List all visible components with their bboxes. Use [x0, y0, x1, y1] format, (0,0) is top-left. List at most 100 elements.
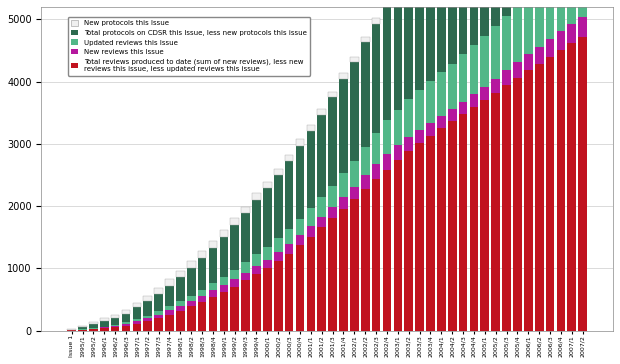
- Bar: [394, 145, 402, 160]
- Bar: [306, 226, 315, 237]
- Bar: [557, 50, 565, 331]
- Bar: [513, 78, 522, 331]
- Bar: [492, 93, 500, 331]
- Bar: [437, 72, 446, 116]
- Bar: [317, 198, 326, 217]
- Bar: [274, 175, 283, 238]
- Bar: [513, 6, 522, 62]
- Bar: [448, 109, 456, 121]
- Bar: [198, 296, 206, 302]
- Bar: [372, 17, 381, 24]
- Bar: [567, 24, 576, 43]
- Bar: [176, 306, 185, 311]
- Bar: [111, 318, 120, 325]
- Bar: [502, 86, 511, 331]
- Bar: [394, 0, 402, 110]
- Bar: [285, 161, 293, 229]
- Bar: [143, 301, 152, 316]
- Bar: [372, 24, 381, 133]
- Bar: [524, 54, 533, 71]
- Bar: [122, 326, 130, 331]
- Bar: [339, 197, 348, 209]
- Bar: [350, 57, 359, 62]
- Bar: [231, 225, 239, 270]
- Bar: [448, 0, 456, 64]
- Bar: [122, 323, 130, 324]
- Bar: [143, 321, 152, 331]
- Bar: [317, 109, 326, 115]
- Bar: [285, 155, 293, 161]
- Bar: [306, 131, 315, 209]
- Bar: [285, 254, 293, 331]
- Bar: [469, 94, 478, 107]
- Bar: [535, 47, 544, 64]
- Bar: [404, 0, 413, 99]
- Bar: [502, 71, 511, 86]
- Bar: [165, 286, 174, 306]
- Bar: [274, 169, 283, 175]
- Bar: [209, 284, 218, 290]
- Bar: [154, 314, 163, 318]
- Bar: [383, 170, 391, 331]
- Bar: [546, 39, 554, 57]
- Bar: [306, 209, 315, 226]
- Bar: [176, 277, 185, 301]
- Bar: [567, 43, 576, 331]
- Bar: [187, 296, 195, 301]
- Bar: [274, 252, 283, 261]
- Bar: [383, 154, 391, 170]
- Bar: [241, 207, 250, 213]
- Bar: [350, 187, 359, 199]
- Bar: [100, 327, 108, 328]
- Bar: [361, 43, 370, 147]
- Bar: [469, 0, 478, 45]
- Bar: [426, 136, 435, 331]
- Bar: [78, 327, 87, 329]
- Bar: [274, 261, 283, 331]
- Bar: [394, 160, 402, 331]
- Bar: [524, 71, 533, 331]
- Bar: [176, 301, 185, 306]
- Bar: [154, 311, 163, 314]
- Bar: [437, 0, 446, 72]
- Bar: [89, 324, 98, 328]
- Bar: [231, 218, 239, 225]
- Bar: [241, 273, 250, 280]
- Bar: [143, 316, 152, 318]
- Bar: [78, 330, 87, 331]
- Bar: [415, 90, 424, 130]
- Legend: New protocols this Issue, Total protocols on CDSR this Issue, less new protocols: New protocols this Issue, Total protocol…: [68, 17, 310, 75]
- Bar: [350, 199, 359, 331]
- Bar: [89, 328, 98, 329]
- Bar: [89, 323, 98, 324]
- Bar: [328, 218, 337, 331]
- Bar: [317, 217, 326, 228]
- Bar: [578, 0, 587, 17]
- Bar: [350, 62, 359, 161]
- Bar: [209, 248, 218, 284]
- Bar: [306, 237, 315, 331]
- Bar: [219, 230, 228, 237]
- Bar: [187, 268, 195, 296]
- Bar: [68, 329, 76, 330]
- Bar: [317, 115, 326, 198]
- Bar: [459, 102, 467, 114]
- Bar: [187, 261, 195, 268]
- Bar: [219, 237, 228, 277]
- Bar: [502, 16, 511, 71]
- Bar: [437, 116, 446, 128]
- Bar: [252, 274, 261, 331]
- Bar: [219, 277, 228, 285]
- Bar: [328, 97, 337, 186]
- Bar: [567, 0, 576, 24]
- Bar: [383, 6, 391, 120]
- Bar: [209, 297, 218, 331]
- Bar: [469, 45, 478, 94]
- Bar: [524, 0, 533, 54]
- Bar: [252, 254, 261, 266]
- Bar: [198, 290, 206, 296]
- Bar: [448, 121, 456, 331]
- Bar: [263, 268, 272, 331]
- Bar: [361, 189, 370, 331]
- Bar: [231, 279, 239, 286]
